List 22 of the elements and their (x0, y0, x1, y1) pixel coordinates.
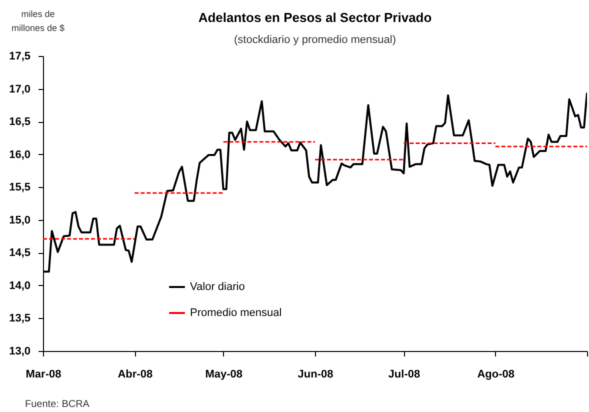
source-note: Fuente: BCRA (25, 399, 90, 410)
x-tick-label: Abr-08 (118, 368, 153, 380)
x-tick-label: May-08 (205, 368, 242, 380)
x-tick-label: Ago-08 (477, 368, 514, 380)
y-tick-label: 15,0 (9, 214, 30, 226)
y-tick-label: 13,5 (9, 312, 30, 325)
chart-title: Adelantos en Pesos al Sector Privado (198, 10, 432, 25)
legend-label: Promedio mensual (190, 307, 282, 319)
y-tick-label: 14,5 (9, 247, 30, 260)
y-tick-label: 13,0 (9, 346, 30, 358)
chart-subtitle: (stockdiario y promedio mensual) (234, 34, 396, 46)
y-tick-label: 17,5 (9, 50, 30, 62)
y-tick-label: 17,0 (9, 83, 30, 96)
y-tick-label: 16,0 (9, 148, 30, 161)
x-tick-label: Jul-08 (388, 368, 420, 380)
y-axis-title: miles de millones de $ (11, 9, 65, 33)
y-tick-label: 14,0 (9, 280, 30, 292)
y-tick-label: 15,5 (9, 182, 30, 194)
legend-label: Valor diario (190, 281, 245, 293)
x-tick-label: Mar-08 (26, 368, 62, 380)
y-tick-label: 16,5 (9, 116, 30, 128)
x-tick-label: Jun-08 (298, 368, 334, 380)
